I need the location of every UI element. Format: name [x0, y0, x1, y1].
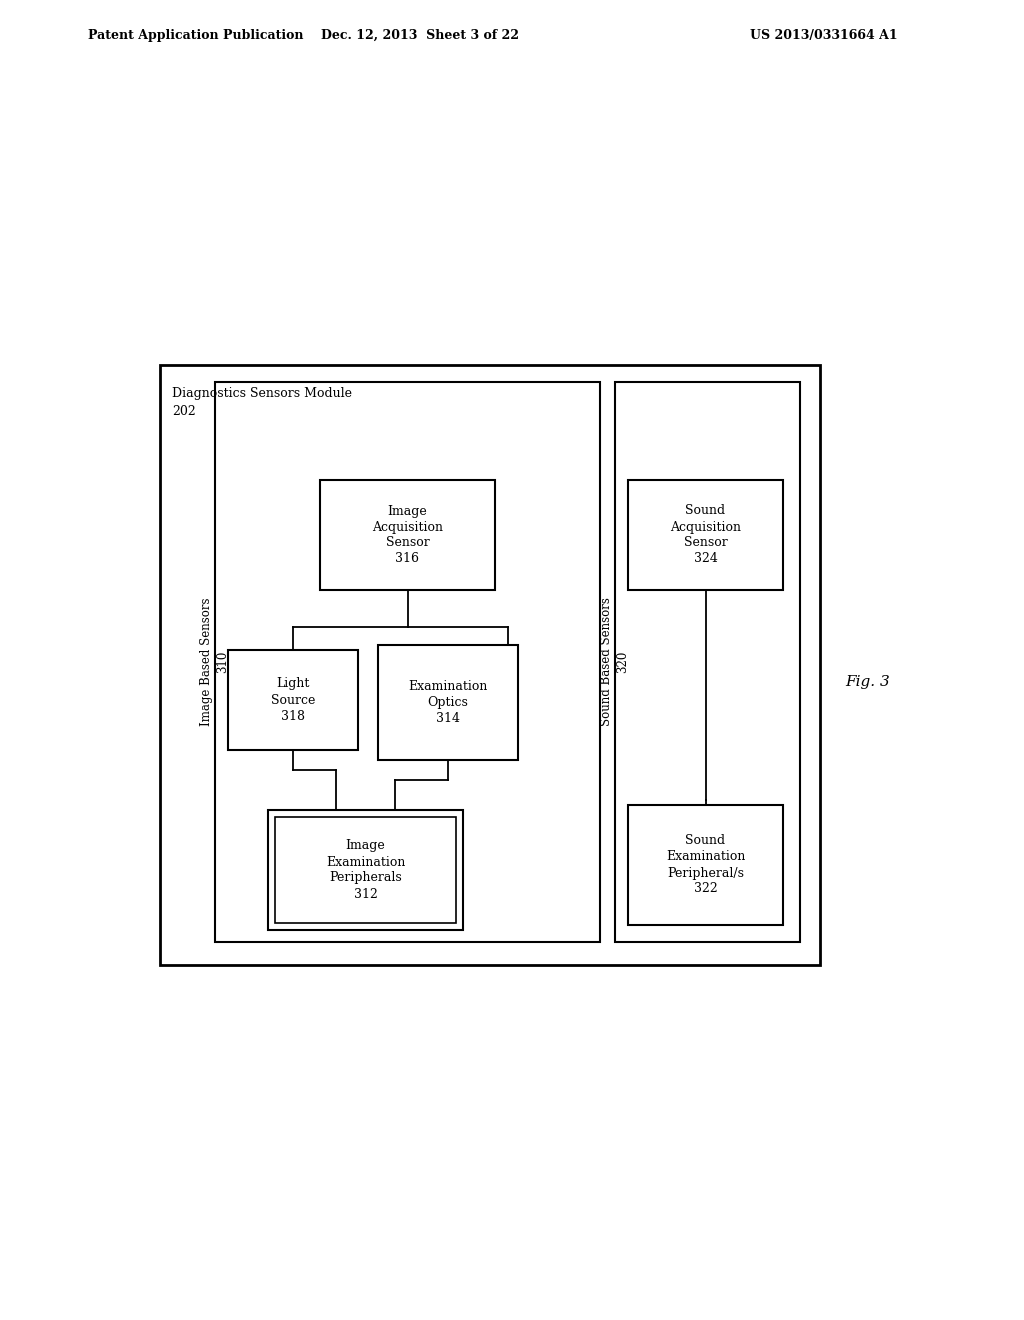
Text: Sound Based Sensors
320: Sound Based Sensors 320: [600, 598, 629, 726]
Text: Light
Source
318: Light Source 318: [270, 677, 315, 722]
Text: Diagnostics Sensors Module: Diagnostics Sensors Module: [172, 387, 352, 400]
Text: Image Based Sensors
310: Image Based Sensors 310: [200, 598, 229, 726]
Text: Image
Acquisition
Sensor
316: Image Acquisition Sensor 316: [372, 504, 443, 565]
Bar: [215, 381, 600, 942]
Text: Examination
Optics
314: Examination Optics 314: [409, 680, 487, 725]
Text: Sound
Acquisition
Sensor
324: Sound Acquisition Sensor 324: [670, 504, 741, 565]
Text: Patent Application Publication: Patent Application Publication: [88, 29, 303, 41]
Bar: [160, 366, 820, 965]
Text: Dec. 12, 2013  Sheet 3 of 22: Dec. 12, 2013 Sheet 3 of 22: [321, 29, 519, 41]
Bar: [228, 649, 358, 750]
Bar: [268, 810, 463, 931]
Text: 202: 202: [172, 405, 196, 418]
Bar: [275, 817, 456, 923]
Text: Image
Examination
Peripherals
312: Image Examination Peripherals 312: [326, 840, 406, 900]
Text: Sound
Examination
Peripheral/s
322: Sound Examination Peripheral/s 322: [666, 834, 745, 895]
Text: US 2013/0331664 A1: US 2013/0331664 A1: [750, 29, 898, 41]
Bar: [378, 645, 518, 760]
Bar: [628, 805, 783, 925]
Bar: [319, 480, 495, 590]
Text: Fig. 3: Fig. 3: [845, 675, 890, 689]
Bar: [615, 381, 800, 942]
Bar: [628, 480, 783, 590]
